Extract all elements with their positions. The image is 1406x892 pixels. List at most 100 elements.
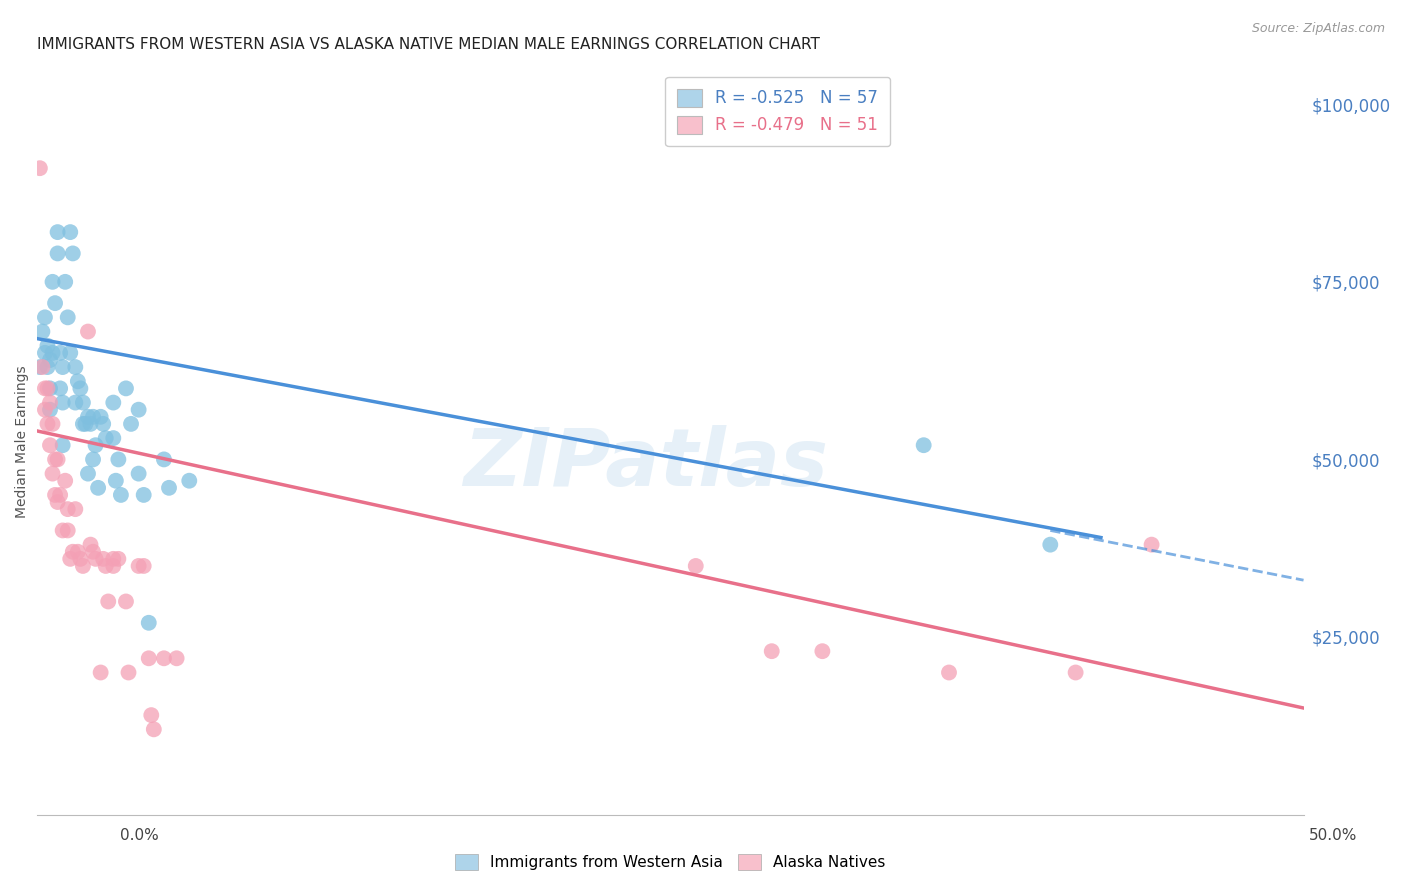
Point xyxy=(97,594,120,608)
Point xyxy=(77,325,100,339)
Point xyxy=(41,417,63,431)
Point xyxy=(31,360,53,375)
Point xyxy=(91,417,114,431)
Point xyxy=(39,438,62,452)
Point xyxy=(87,481,110,495)
Point xyxy=(94,431,117,445)
Point xyxy=(39,353,62,368)
Point xyxy=(1064,665,1087,680)
Point xyxy=(59,552,82,566)
Point xyxy=(65,360,87,375)
Point xyxy=(39,395,62,409)
Point xyxy=(128,467,150,481)
Point xyxy=(34,310,56,325)
Point xyxy=(107,552,129,566)
Point xyxy=(761,644,783,658)
Point xyxy=(115,381,138,395)
Point xyxy=(90,665,112,680)
Point xyxy=(77,467,100,481)
Point xyxy=(75,417,97,431)
Point xyxy=(117,665,139,680)
Point xyxy=(141,708,163,723)
Point xyxy=(46,495,69,509)
Point xyxy=(103,395,125,409)
Point xyxy=(56,310,79,325)
Point xyxy=(685,558,707,573)
Point xyxy=(41,275,63,289)
Point xyxy=(811,644,834,658)
Point xyxy=(53,275,76,289)
Point xyxy=(912,438,935,452)
Point xyxy=(56,524,79,538)
Point xyxy=(72,558,94,573)
Point xyxy=(103,552,125,566)
Point xyxy=(62,246,84,260)
Point xyxy=(104,474,127,488)
Point xyxy=(69,552,91,566)
Point xyxy=(65,395,87,409)
Text: 50.0%: 50.0% xyxy=(1309,828,1357,843)
Point xyxy=(153,651,176,665)
Point xyxy=(52,438,75,452)
Legend: R = -0.525   N = 57, R = -0.479   N = 51: R = -0.525 N = 57, R = -0.479 N = 51 xyxy=(665,77,890,146)
Point xyxy=(28,161,51,176)
Point xyxy=(37,381,59,395)
Point xyxy=(179,474,201,488)
Point xyxy=(120,417,142,431)
Point xyxy=(69,381,91,395)
Point xyxy=(94,558,117,573)
Point xyxy=(142,723,165,737)
Point xyxy=(46,452,69,467)
Point xyxy=(53,474,76,488)
Point xyxy=(34,346,56,360)
Text: ZIPatlas: ZIPatlas xyxy=(463,425,828,503)
Point xyxy=(115,594,138,608)
Point xyxy=(938,665,960,680)
Point xyxy=(79,417,101,431)
Point xyxy=(79,538,101,552)
Point xyxy=(46,246,69,260)
Point xyxy=(84,438,107,452)
Point xyxy=(66,374,89,388)
Point xyxy=(49,346,72,360)
Point xyxy=(166,651,188,665)
Point xyxy=(49,381,72,395)
Point xyxy=(107,452,129,467)
Point xyxy=(153,452,176,467)
Point xyxy=(41,467,63,481)
Point xyxy=(90,409,112,424)
Point xyxy=(72,395,94,409)
Point xyxy=(138,615,160,630)
Point xyxy=(66,545,89,559)
Point xyxy=(52,524,75,538)
Point xyxy=(65,502,87,516)
Point xyxy=(34,402,56,417)
Point xyxy=(62,545,84,559)
Point xyxy=(1140,538,1163,552)
Point xyxy=(46,225,69,239)
Point xyxy=(72,417,94,431)
Point xyxy=(132,558,155,573)
Point xyxy=(82,545,104,559)
Point xyxy=(44,296,66,310)
Point xyxy=(103,558,125,573)
Text: Source: ZipAtlas.com: Source: ZipAtlas.com xyxy=(1251,22,1385,36)
Point xyxy=(39,381,62,395)
Point xyxy=(44,488,66,502)
Point xyxy=(49,488,72,502)
Point xyxy=(52,360,75,375)
Point xyxy=(41,346,63,360)
Point xyxy=(56,502,79,516)
Point xyxy=(82,452,104,467)
Point xyxy=(31,325,53,339)
Point xyxy=(103,431,125,445)
Point xyxy=(52,395,75,409)
Point xyxy=(44,452,66,467)
Point xyxy=(132,488,155,502)
Point xyxy=(37,339,59,353)
Point xyxy=(37,360,59,375)
Text: IMMIGRANTS FROM WESTERN ASIA VS ALASKA NATIVE MEDIAN MALE EARNINGS CORRELATION C: IMMIGRANTS FROM WESTERN ASIA VS ALASKA N… xyxy=(38,37,820,53)
Point xyxy=(37,417,59,431)
Point xyxy=(91,552,114,566)
Y-axis label: Median Male Earnings: Median Male Earnings xyxy=(15,366,30,518)
